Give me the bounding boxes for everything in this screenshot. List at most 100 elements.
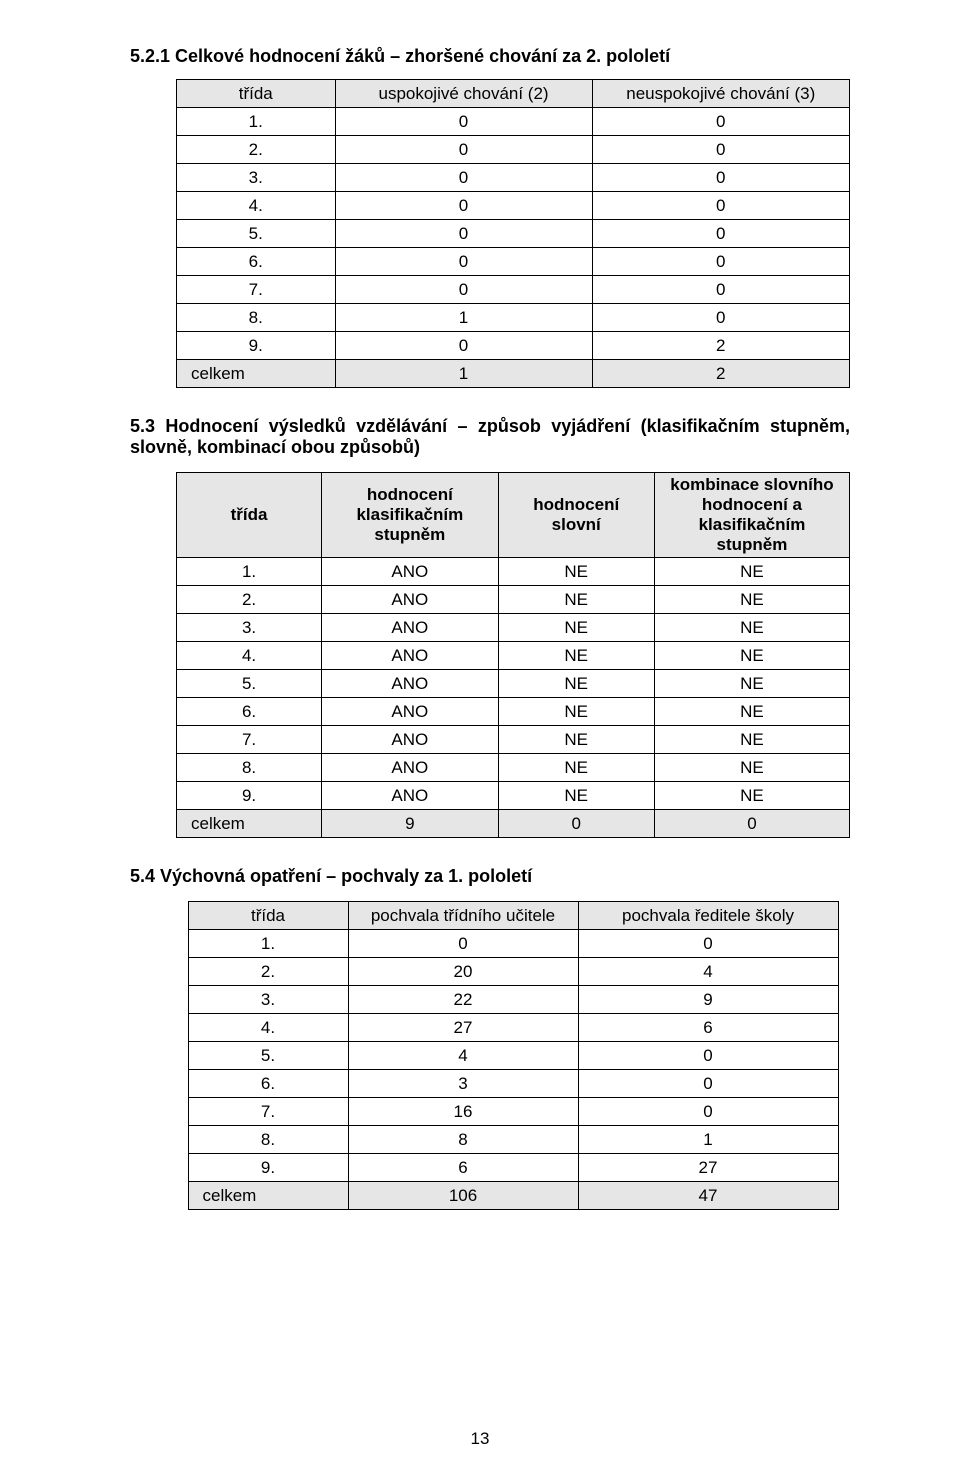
table-cell: 9 <box>578 986 838 1014</box>
table-cell: 1. <box>188 930 348 958</box>
table-cell: 0 <box>578 930 838 958</box>
table-header-row: třídapochvala třídního učitelepochvala ř… <box>188 902 838 930</box>
table-total-cell: celkem <box>188 1182 348 1210</box>
table-cell: 0 <box>335 136 592 164</box>
table-cell: 0 <box>578 1042 838 1070</box>
page-number: 13 <box>0 1429 960 1449</box>
table-cell: ANO <box>322 698 498 726</box>
table-cell: 7. <box>177 726 322 754</box>
table-cell: NE <box>498 754 654 782</box>
table-521: třídauspokojivé chování (2)neuspokojivé … <box>176 79 850 388</box>
table-cell: 4 <box>578 958 838 986</box>
table-row: 7.ANONENE <box>177 726 850 754</box>
table-cell: 27 <box>348 1014 578 1042</box>
table-row: 6.00 <box>177 248 850 276</box>
table-cell: 16 <box>348 1098 578 1126</box>
table-total-cell: celkem <box>177 360 336 388</box>
table-cell: ANO <box>322 670 498 698</box>
table-cell: 1. <box>177 558 322 586</box>
table-cell: 7. <box>177 276 336 304</box>
table-header-cell: neuspokojivé chování (3) <box>592 80 849 108</box>
table-row: 9.02 <box>177 332 850 360</box>
table-total-row: celkem12 <box>177 360 850 388</box>
table-cell: 6. <box>177 698 322 726</box>
table-cell: ANO <box>322 754 498 782</box>
table-cell: ANO <box>322 586 498 614</box>
table-cell: NE <box>654 586 849 614</box>
table-header-cell: třída <box>177 473 322 558</box>
table-row: 2.ANONENE <box>177 586 850 614</box>
table-cell: 0 <box>592 192 849 220</box>
table-cell: NE <box>654 642 849 670</box>
table-row: 4.00 <box>177 192 850 220</box>
table-row: 3.229 <box>188 986 838 1014</box>
table-row: 2.00 <box>177 136 850 164</box>
table-cell: NE <box>654 614 849 642</box>
table-cell: 9. <box>177 332 336 360</box>
table-cell: NE <box>498 642 654 670</box>
heading-53: 5.3 Hodnocení výsledků vzdělávání – způs… <box>130 416 850 458</box>
table-cell: 0 <box>335 108 592 136</box>
table-cell: NE <box>498 782 654 810</box>
table-header-cell: uspokojivé chování (2) <box>335 80 592 108</box>
table-row: 5.00 <box>177 220 850 248</box>
table-cell: 2. <box>177 586 322 614</box>
table-cell: NE <box>654 754 849 782</box>
table-cell: 8 <box>348 1126 578 1154</box>
table-cell: NE <box>654 698 849 726</box>
table-total-cell: 47 <box>578 1182 838 1210</box>
table-row: 5.40 <box>188 1042 838 1070</box>
table-row: 3.00 <box>177 164 850 192</box>
table-total-cell: 2 <box>592 360 849 388</box>
table-cell: NE <box>498 586 654 614</box>
table-cell: 27 <box>578 1154 838 1182</box>
table-row: 5.ANONENE <box>177 670 850 698</box>
table-row: 4.ANONENE <box>177 642 850 670</box>
table-total-cell: 9 <box>322 810 498 838</box>
table-cell: 8. <box>177 304 336 332</box>
table-total-cell: 0 <box>498 810 654 838</box>
table-header-cell: kombinace slovního hodnocení a klasifika… <box>654 473 849 558</box>
table-cell: 1. <box>177 108 336 136</box>
table-cell: 8. <box>177 754 322 782</box>
page: 5.2.1 Celkové hodnocení žáků – zhoršené … <box>0 0 960 1479</box>
table-cell: 3. <box>177 164 336 192</box>
table-total-row: celkem900 <box>177 810 850 838</box>
table-cell: ANO <box>322 726 498 754</box>
table-cell: 4. <box>188 1014 348 1042</box>
table-cell: 2. <box>188 958 348 986</box>
table-row: 6.30 <box>188 1070 838 1098</box>
table-cell: NE <box>498 670 654 698</box>
table-header-cell: třída <box>188 902 348 930</box>
table-cell: 3. <box>177 614 322 642</box>
table-cell: 0 <box>335 276 592 304</box>
table-cell: 0 <box>578 1070 838 1098</box>
table-cell: 1 <box>578 1126 838 1154</box>
table-row: 1.00 <box>188 930 838 958</box>
table-cell: NE <box>654 670 849 698</box>
table-total-row: celkem10647 <box>188 1182 838 1210</box>
table-row: 8.ANONENE <box>177 754 850 782</box>
table-54-wrap: třídapochvala třídního učitelepochvala ř… <box>130 901 850 1210</box>
table-cell: 8. <box>188 1126 348 1154</box>
table-cell: NE <box>498 558 654 586</box>
table-cell: 0 <box>348 930 578 958</box>
table-total-cell: 0 <box>654 810 849 838</box>
table-header-cell: hodnocení klasifikačním stupněm <box>322 473 498 558</box>
table-cell: 5. <box>188 1042 348 1070</box>
table-cell: 3 <box>348 1070 578 1098</box>
table-header-cell: pochvala třídního učitele <box>348 902 578 930</box>
table-cell: 6 <box>578 1014 838 1042</box>
table-cell: NE <box>498 698 654 726</box>
table-cell: 2. <box>177 136 336 164</box>
table-cell: 22 <box>348 986 578 1014</box>
table-cell: 0 <box>335 220 592 248</box>
table-cell: NE <box>654 558 849 586</box>
table-cell: 0 <box>592 136 849 164</box>
table-total-cell: celkem <box>177 810 322 838</box>
table-cell: 0 <box>592 108 849 136</box>
table-header-row: třídahodnocení klasifikačním stupněmhodn… <box>177 473 850 558</box>
table-cell: 0 <box>578 1098 838 1126</box>
table-cell: 4. <box>177 642 322 670</box>
table-cell: ANO <box>322 558 498 586</box>
